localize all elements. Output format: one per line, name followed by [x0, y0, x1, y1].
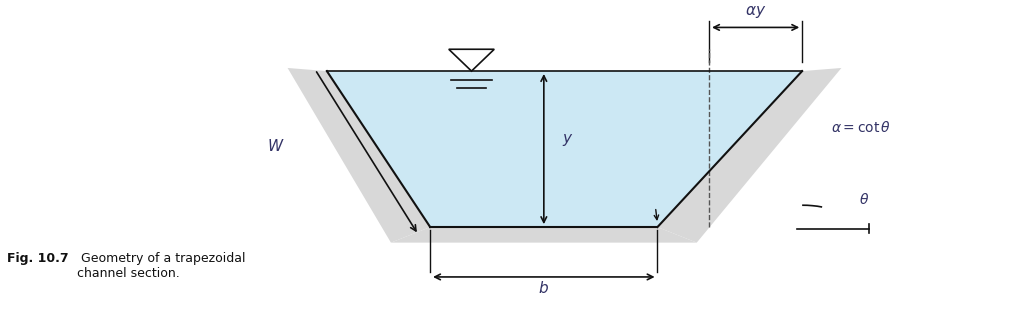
Text: $b$: $b$ [539, 280, 549, 296]
Polygon shape [288, 68, 430, 243]
Text: $\theta$: $\theta$ [859, 192, 869, 207]
Text: $\alpha = \cot\theta$: $\alpha = \cot\theta$ [831, 120, 891, 135]
Text: $\alpha y$: $\alpha y$ [745, 4, 767, 20]
Text: Geometry of a trapezoidal
channel section.: Geometry of a trapezoidal channel sectio… [77, 252, 246, 280]
Polygon shape [658, 68, 841, 243]
Text: $y$: $y$ [563, 132, 574, 148]
Polygon shape [326, 71, 802, 227]
Text: $W$: $W$ [266, 138, 284, 154]
Text: Fig. 10.7: Fig. 10.7 [6, 252, 68, 265]
Polygon shape [391, 227, 697, 243]
